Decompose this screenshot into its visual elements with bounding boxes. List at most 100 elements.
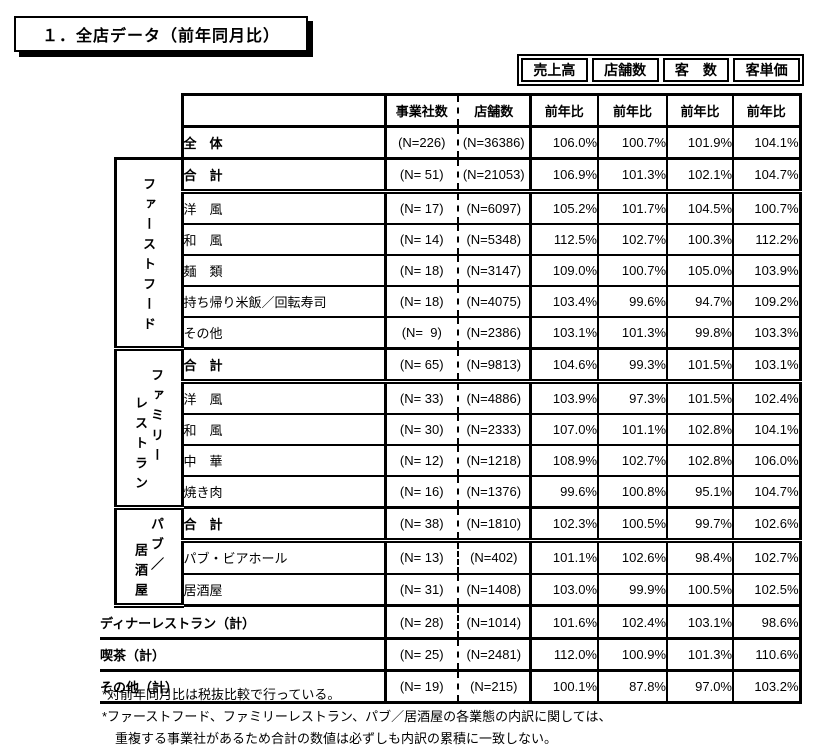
yoy-value: 105.2% [530,191,599,225]
column-header: 事業社数 [385,93,459,128]
yoy-value: 99.9% [598,573,668,607]
business-count: (N= 17) [385,191,459,225]
table-row: ファーストフード合 計 (N= 51) (N=21053) 106.9% 101.3% 1… [100,157,802,351]
row-label: 喫茶（計） [100,638,387,672]
table-row: パブ・ビアホール (N= 13) (N=402) 101.1% 102.6% 98.4% 1… [100,540,802,575]
store-count: (N=2481) [458,638,532,672]
store-count: (N=6097) [458,191,532,225]
yoy-value: 100.3% [667,224,734,256]
corner-cell [180,93,387,128]
yoy-value: 102.7% [598,445,668,477]
metric-badge: 客 数 [662,58,730,82]
yoy-value: 109.0% [530,255,599,287]
yoy-value: 101.3% [598,158,668,194]
row-label: 合 計 [180,158,387,194]
store-count: (N=5348) [458,224,532,256]
yoy-value: 103.3% [733,317,802,350]
group-label: レストラン [133,395,148,496]
category-group-cell: ファミリー レストラン [113,347,184,510]
yoy-value: 99.8% [667,317,734,350]
yoy-value: 104.7% [733,158,802,194]
row-label: 和 風 [180,414,387,446]
row-label: その他（計） [100,670,387,704]
footnote-line: 重複する事業社があるため合計の数値は必ずしも内訳の累積に一致しない。 [102,731,558,746]
yoy-value: 97.3% [598,381,668,415]
table-row: 居酒屋 (N= 31) (N=1408) 103.0% 99.9% 100.5% 102.5… [100,573,802,607]
table-row: 洋 風 (N= 33) (N=4886) 103.9% 97.3% 101.5% 102.4… [100,381,802,415]
yoy-value: 103.4% [530,286,599,318]
table-row: 中 華 (N= 12) (N=1218) 108.9% 102.7% 102.8% 106.… [100,445,802,477]
footnote-line: *ファーストフード、ファミリーレストラン、パブ／居酒屋の各業態の内訳に関しては、 [102,709,612,724]
metric-badge: 売上高 [521,58,588,82]
business-count: (N= 31) [385,573,459,607]
table-row: ディナーレストラン（計） (N= 28) (N=1014) 101.6% 102.4% 1… [100,605,802,640]
business-count: (N= 19) [385,670,459,704]
table-row: 洋 風 (N= 17) (N=6097) 105.2% 101.7% 104.5% 100.… [100,191,802,225]
yoy-value: 98.4% [667,540,734,575]
table-row: 持ち帰り米飯／回転寿司 (N= 18) (N=4075) 103.4% 99.6% 94.… [100,286,802,318]
row-label: ディナーレストラン（計） [100,605,387,640]
yoy-value: 102.7% [598,224,668,256]
store-count: (N=215) [458,670,532,704]
yoy-value: 101.3% [598,317,668,350]
row-label: 持ち帰り米飯／回転寿司 [180,286,387,318]
yoy-value: 99.7% [667,507,734,544]
yoy-value: 104.1% [733,414,802,446]
column-header: 店舗数 [458,93,532,128]
yoy-value: 100.1% [530,670,599,704]
business-count: (N= 9) [385,317,459,350]
yoy-value: 112.5% [530,224,599,256]
business-count: (N= 30) [385,414,459,446]
store-count: (N=4075) [458,286,532,318]
yoy-value: 99.6% [598,286,668,318]
yoy-value: 104.7% [733,476,802,509]
business-count: (N= 14) [385,224,459,256]
row-label: 洋 風 [180,191,387,225]
row-label: 和 風 [180,224,387,256]
yoy-value: 102.7% [733,540,802,575]
yoy-value: 101.7% [598,191,668,225]
table-row: その他 (N= 9) (N=2386) 103.1% 101.3% 99.8% 103.3% [100,317,802,350]
row-label: 中 華 [180,445,387,477]
yoy-value: 101.1% [530,540,599,575]
row-label: 麺 類 [180,255,387,287]
business-count: (N= 13) [385,540,459,575]
row-label: 合 計 [180,507,387,544]
yoy-value: 110.6% [733,638,802,672]
table-body: 全 体 (N=226) (N=36386) 106.0% 100.7% 101.9% 104… [100,126,802,704]
all-store-data-table: 事業社数 店舗数 前年比 前年比 前年比 前年比 全 体 (N=226) (N=36386) 1… [100,93,802,704]
yoy-value: 100.5% [667,573,734,607]
business-count: (N= 18) [385,255,459,287]
yoy-value: 106.0% [530,126,599,160]
yoy-value: 102.8% [667,414,734,446]
yoy-value: 103.0% [530,573,599,607]
row-label: 全 体 [180,126,387,160]
footnote-line: *対前年同月比は税抜比較で行っている。 [102,687,341,702]
yoy-value: 103.9% [733,255,802,287]
yoy-value: 95.1% [667,476,734,509]
store-count: (N=1218) [458,445,532,477]
row-label: パブ・ビアホール [180,540,387,575]
table-row: 麺 類 (N= 18) (N=3147) 109.0% 100.7% 105.0% 103.… [100,255,802,287]
column-header: 前年比 [733,93,802,128]
table-row: 和 風 (N= 30) (N=2333) 107.0% 101.1% 102.8% 104.… [100,414,802,446]
yoy-value: 101.5% [667,381,734,415]
store-count: (N=36386) [458,126,532,160]
table-row: その他（計） (N= 19) (N=215) 100.1% 87.8% 97.0% 103.… [100,670,802,704]
metric-badge: 客単価 [733,58,800,82]
yoy-value: 104.6% [530,348,599,384]
business-count: (N= 65) [385,348,459,384]
yoy-value: 101.5% [667,348,734,384]
store-count: (N=4886) [458,381,532,415]
yoy-value: 112.2% [733,224,802,256]
yoy-value: 103.1% [733,348,802,384]
column-header: 前年比 [667,93,734,128]
yoy-value: 112.0% [530,638,599,672]
category-group-cell: ファーストフード [113,157,184,351]
column-header: 前年比 [598,93,668,128]
yoy-value: 97.0% [667,670,734,704]
row-label: 焼き肉 [180,476,387,509]
table-row: 喫茶（計） (N= 25) (N=2481) 112.0% 100.9% 101.3% 11… [100,638,802,672]
business-count: (N= 38) [385,507,459,544]
yoy-value: 104.5% [667,191,734,225]
